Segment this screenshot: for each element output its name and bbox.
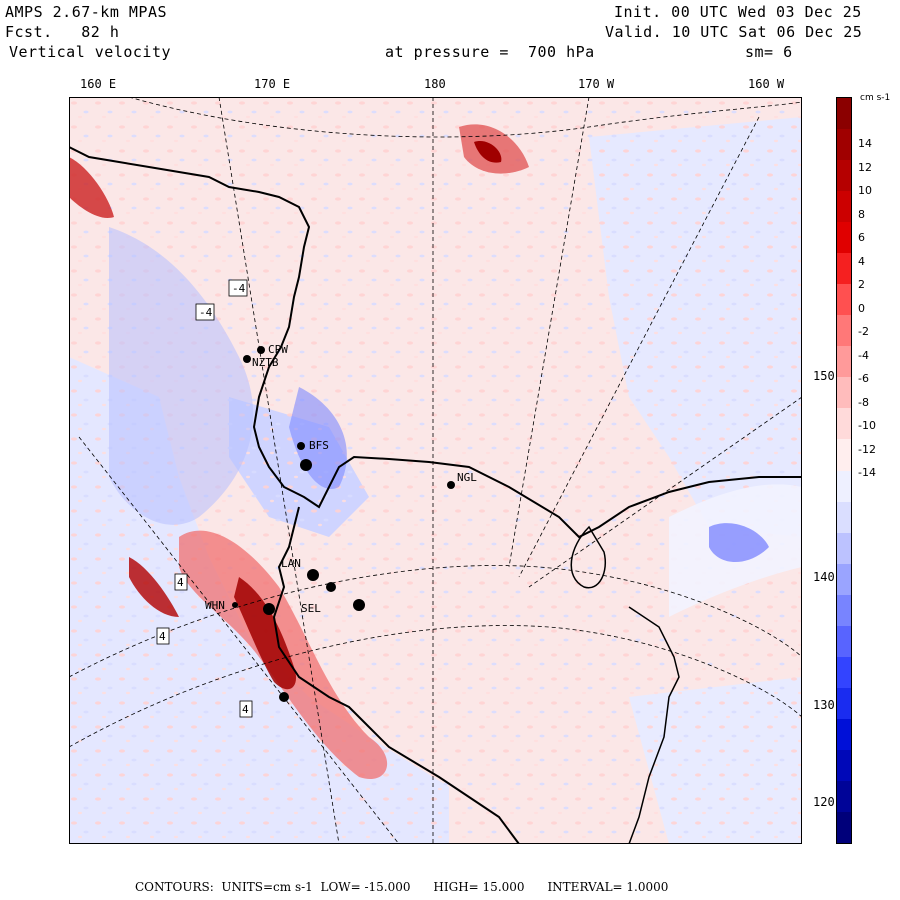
updraft-nw	[69, 157, 114, 218]
updraft-north-core	[474, 141, 502, 163]
station-markers: CPW NZTB BFS NGL LAN WHN SEL	[205, 343, 477, 702]
lon-label-170e: 170 E	[254, 77, 291, 91]
map-border	[69, 97, 802, 844]
legend-swatch	[837, 98, 851, 130]
legend-tick-label: 2	[858, 278, 865, 291]
updraft-west	[129, 557, 179, 617]
legend-swatch	[837, 284, 851, 316]
lon-label-160e: 160 E	[80, 77, 117, 91]
station-ngl[interactable]	[447, 481, 455, 489]
footer-low: LOW= -15.000	[320, 880, 411, 894]
station-label-ngl: NGL	[457, 471, 477, 484]
init-time: Init. 00 UTC Wed 03 Dec 25	[614, 3, 862, 21]
downdraft-east	[709, 523, 769, 562]
legend-swatch	[837, 315, 851, 347]
valid-time: Valid. 10 UTC Sat 06 Dec 25	[605, 23, 863, 41]
legend-swatch	[837, 377, 851, 409]
contour-labels: -4 -4 4 4 4	[156, 279, 253, 718]
lon-label-170w: 170 W	[578, 77, 615, 91]
legend-swatch	[837, 532, 851, 565]
legend-swatch	[837, 346, 851, 378]
contour-label-4-a: 4	[177, 576, 184, 589]
coastline-ross-sea	[69, 146, 802, 539]
forecast-hour: Fcst. 82 h	[5, 24, 119, 41]
map-panel[interactable]: CPW NZTB BFS NGL LAN WHN SEL -4 -4 4 4 4	[69, 97, 802, 844]
blue-band-west	[109, 227, 254, 525]
legend-tick-label: 0	[858, 301, 865, 315]
legend-tick-label: -8	[858, 395, 869, 409]
field-name: Vertical velocity	[9, 43, 172, 61]
station-sel[interactable]	[263, 603, 275, 615]
legend-tick-label: -10	[858, 419, 876, 432]
footer-label: CONTOURS:	[135, 880, 214, 894]
station-label-sel: SEL	[301, 602, 321, 615]
footer-interval: INTERVAL= 1.0000	[547, 880, 669, 894]
legend-swatch	[837, 222, 851, 254]
ice-divide-line	[628, 606, 680, 844]
coastline-transantarctic	[272, 506, 520, 844]
legend-swatch	[837, 160, 851, 192]
graticule	[69, 97, 802, 844]
legend-tick-label: 6	[858, 231, 865, 244]
contour-label-4-c: 4	[242, 703, 249, 716]
legend-swatch	[837, 470, 851, 503]
legend-swatch	[837, 253, 851, 285]
legend-swatch	[837, 656, 851, 689]
legend-tick-label: 14	[858, 137, 872, 150]
pressure-label: at pressure =	[385, 43, 509, 61]
station-label-cpw: CPW	[268, 343, 288, 356]
legend-swatch	[837, 501, 851, 534]
strong-updraft	[234, 577, 297, 690]
legend-tick-label: -6	[858, 372, 869, 385]
footer-units: UNITS=cm s-1	[221, 880, 313, 894]
legend-swatch	[837, 439, 851, 471]
roosevelt-island	[570, 525, 606, 589]
map-svg: CPW NZTB BFS NGL LAN WHN SEL -4 -4 4 4 4	[69, 97, 802, 844]
station-bfs[interactable]	[297, 442, 305, 450]
station-cpw[interactable]	[257, 346, 265, 354]
lon-label-180: 180	[424, 77, 446, 91]
footer-high: HIGH= 15.000	[433, 880, 525, 894]
contour-label-4-b: 4	[159, 630, 166, 643]
station-label-whn: WHN	[205, 599, 225, 612]
color-legend	[836, 97, 852, 844]
fcst-value: 82 h	[81, 23, 120, 41]
station-label-bfs: BFS	[309, 439, 329, 452]
legend-swatch	[837, 749, 851, 782]
legend-tick-label: 8	[858, 207, 865, 221]
legend-swatch	[837, 594, 851, 627]
legend-tick-label: 12	[858, 160, 872, 174]
lon-label-160w: 160 W	[748, 77, 785, 91]
legend-tick-label: -4	[858, 348, 869, 362]
legend-tick-label: -12	[858, 442, 876, 456]
legend-swatch	[837, 625, 851, 658]
station-label-nztb: NZTB	[252, 356, 279, 369]
legend-tick-label: -14	[858, 466, 876, 479]
contour-label-neg4-a: -4	[232, 282, 246, 295]
fcst-label: Fcst.	[5, 23, 53, 41]
model-title: AMPS 2.67-km MPAS	[5, 3, 168, 21]
station-lan[interactable]	[307, 569, 319, 581]
legend-swatch	[837, 780, 851, 813]
station-whn[interactable]	[232, 602, 238, 608]
legend-swatch	[837, 129, 851, 161]
legend-swatch	[837, 408, 851, 440]
legend-units: cm s-1	[860, 93, 891, 103]
contour-label-neg4-b: -4	[199, 306, 213, 319]
contour-info: CONTOURS: UNITS=cm s-1 LOW= -15.000 HIGH…	[135, 880, 668, 894]
smoothing: sm= 6	[745, 43, 793, 61]
station-nztb[interactable]	[243, 355, 251, 363]
station-label-lan: LAN	[281, 557, 301, 570]
legend-swatch	[837, 811, 851, 844]
legend-tick-label: 10	[858, 184, 872, 197]
pressure-level: at pressure = 700 hPa	[385, 44, 595, 61]
pressure-value: 700 hPa	[527, 43, 595, 61]
legend-tick-label: -2	[858, 325, 869, 338]
legend-swatch	[837, 191, 851, 223]
legend-swatch	[837, 563, 851, 596]
legend-tick-label: 4	[858, 254, 865, 268]
legend-swatch	[837, 687, 851, 720]
legend-swatch	[837, 718, 851, 751]
